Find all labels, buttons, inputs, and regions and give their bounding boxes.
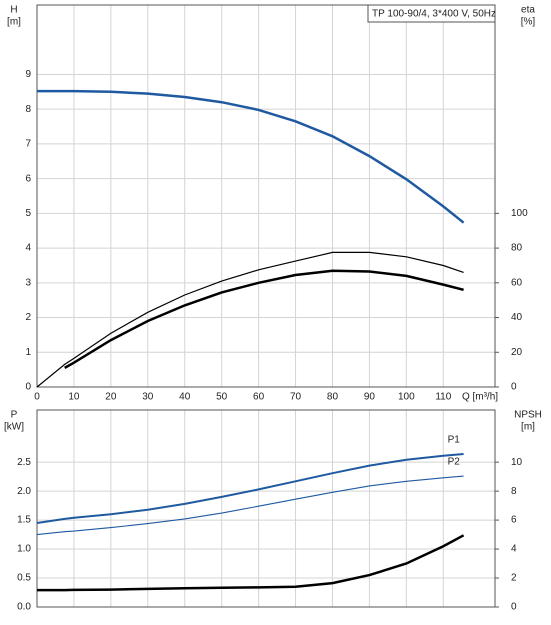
y2-axis-label: NPSH: [514, 410, 542, 421]
curve: [36, 475, 464, 536]
x-tick-label: 110: [435, 392, 451, 403]
y-tick-label: 0: [25, 382, 31, 393]
y-tick-label: 1.0: [17, 544, 31, 555]
y-tick-label: 7: [25, 139, 31, 150]
y-tick-label: 4: [25, 243, 31, 254]
x-tick-label: 30: [142, 392, 154, 403]
y2-tick-label: 100: [511, 208, 528, 219]
x-tick-label: 60: [253, 392, 265, 403]
y-tick-label: 2.5: [17, 457, 31, 468]
curve: [36, 251, 464, 388]
y2-tick-label: 80: [511, 243, 523, 254]
y-tick-label: 0.5: [17, 573, 31, 584]
y2-tick-label: 20: [511, 347, 523, 358]
plot-frame: [36, 4, 496, 388]
y2-axis-unit: [%]: [521, 17, 536, 28]
y2-axis-label: eta: [521, 5, 535, 16]
y2-tick-label: 2: [511, 573, 517, 584]
y2-tick-label: 6: [511, 515, 517, 526]
x-tick-label: 90: [364, 392, 376, 403]
y2-axis-unit: [m]: [521, 422, 535, 433]
x-tick-label: 80: [327, 392, 339, 403]
y2-tick-label: 0: [511, 602, 517, 613]
y-tick-label: 9: [25, 69, 31, 80]
y2-tick-label: 0: [511, 382, 517, 393]
x-axis-label: Q [m³/h]: [462, 392, 498, 403]
x-tick-label: 10: [68, 392, 80, 403]
y2-tick-label: 8: [511, 486, 517, 497]
x-tick-label: 40: [179, 392, 191, 403]
curve: [64, 269, 464, 369]
y-tick-label: 2: [25, 312, 31, 323]
x-tick-label: 0: [34, 392, 40, 403]
y-tick-label: 1: [25, 347, 31, 358]
y-tick-label: 5: [25, 208, 31, 219]
y2-tick-label: 10: [511, 457, 523, 468]
x-label-bg: [458, 390, 502, 404]
series-label: P1: [448, 435, 461, 446]
title-box: [367, 4, 496, 23]
y-tick-label: 6: [25, 173, 31, 184]
x-tick-label: 70: [290, 392, 302, 403]
y-axis-unit: [m]: [7, 17, 21, 28]
y-tick-label: 8: [25, 104, 31, 115]
series-label: P2: [448, 457, 461, 468]
x-tick-label: 50: [216, 392, 228, 403]
x-tick-label: 20: [105, 392, 117, 403]
curve: [36, 453, 464, 524]
y2-tick-label: 4: [511, 544, 517, 555]
curve: [37, 89, 465, 224]
y2-tick-label: 40: [511, 312, 523, 323]
curve: [37, 534, 465, 592]
plot-frame: [36, 409, 496, 608]
y-axis-label: H: [10, 5, 17, 16]
y-tick-label: 1.5: [17, 515, 31, 526]
y-tick-label: 0.0: [17, 602, 31, 613]
y-tick-label: 2.0: [17, 486, 31, 497]
chart-title: TP 100-90/4, 3*400 V, 50Hz: [372, 9, 496, 20]
y-axis-label: P: [11, 410, 18, 421]
y-tick-label: 3: [25, 277, 31, 288]
x-tick-label: 100: [398, 392, 415, 403]
y2-tick-label: 60: [511, 277, 523, 288]
y-axis-unit: [kW]: [4, 422, 24, 433]
